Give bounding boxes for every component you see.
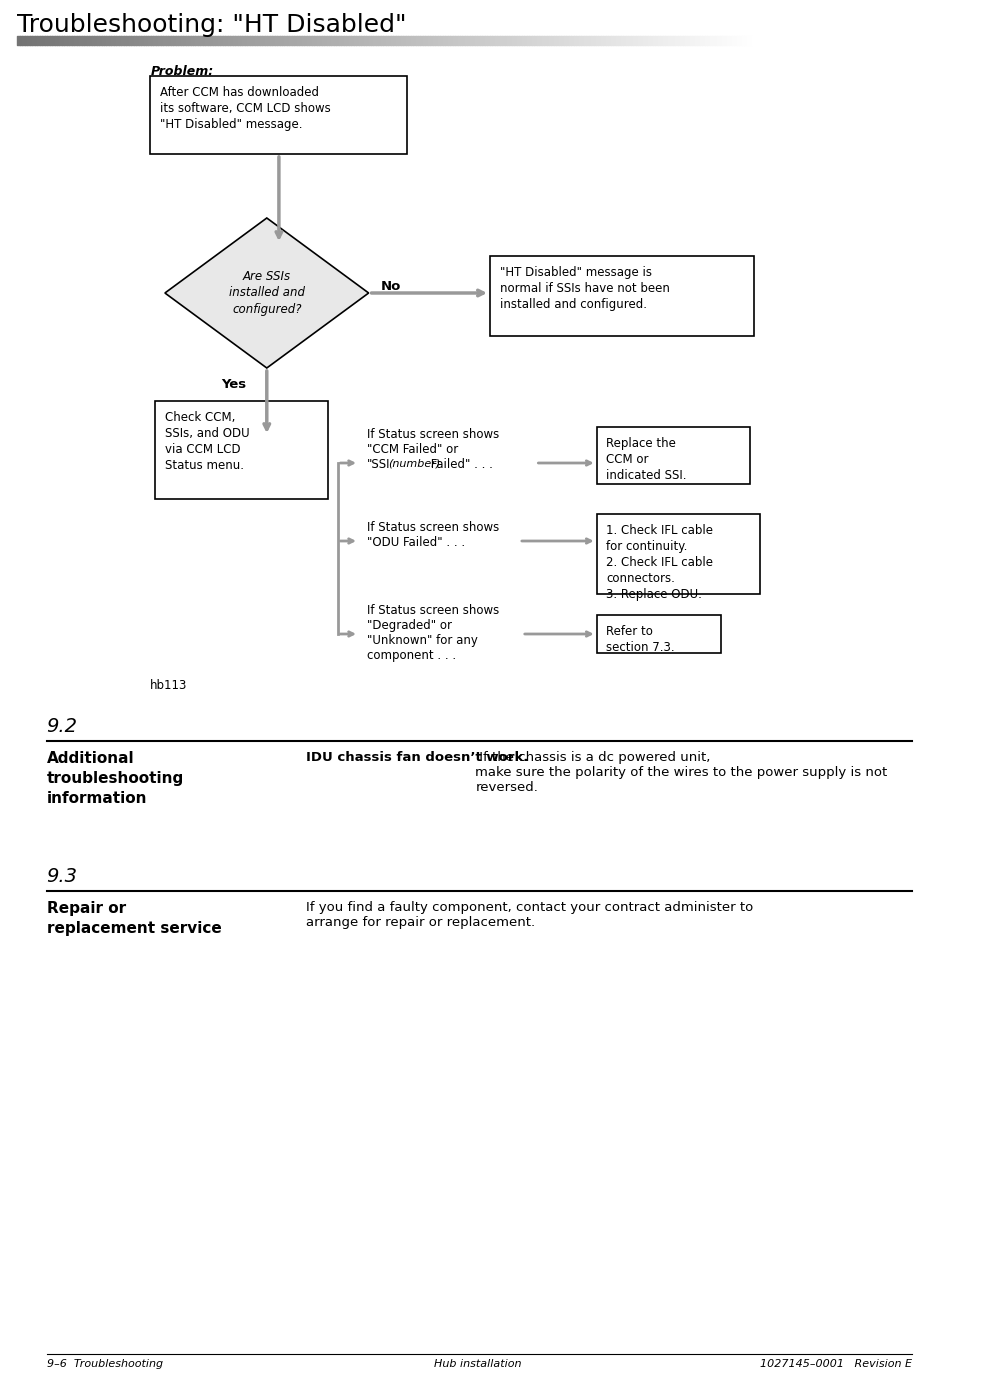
Text: 1. Check IFL cable
for continuity.
2. Check IFL cable
connectors.
3. Replace ODU: 1. Check IFL cable for continuity. 2. Ch…: [606, 524, 713, 601]
Text: IDU chassis fan doesn’t work.: IDU chassis fan doesn’t work.: [306, 751, 528, 764]
Text: If the chassis is a dc powered unit,
make sure the polarity of the wires to the : If the chassis is a dc powered unit, mak…: [475, 751, 888, 794]
Text: Refer to
section 7.3.: Refer to section 7.3.: [606, 625, 675, 654]
Text: Yes: Yes: [221, 378, 246, 391]
FancyBboxPatch shape: [596, 615, 721, 652]
Text: 1027145–0001   Revision E: 1027145–0001 Revision E: [760, 1359, 912, 1369]
Text: 9.3: 9.3: [46, 867, 78, 886]
Text: If Status screen shows: If Status screen shows: [367, 428, 499, 441]
Text: "SSI: "SSI: [367, 459, 391, 472]
Text: Troubleshooting: "HT Disabled": Troubleshooting: "HT Disabled": [18, 13, 407, 38]
Text: Repair or
replacement service: Repair or replacement service: [46, 901, 221, 936]
Text: Additional
troubleshooting
information: Additional troubleshooting information: [46, 751, 184, 805]
FancyBboxPatch shape: [596, 427, 750, 484]
FancyBboxPatch shape: [490, 256, 754, 337]
Text: After CCM has downloaded
its software, CCM LCD shows
"HT Disabled" message.: After CCM has downloaded its software, C…: [160, 86, 331, 131]
Text: If Status screen shows
"Degraded" or
"Unknown" for any
component . . .: If Status screen shows "Degraded" or "Un…: [367, 604, 499, 662]
Text: Are SSIs
installed and
configured?: Are SSIs installed and configured?: [229, 270, 305, 317]
Text: "HT Disabled" message is
normal if SSIs have not been
installed and configured.: "HT Disabled" message is normal if SSIs …: [500, 266, 669, 312]
Text: 9.2: 9.2: [46, 716, 78, 736]
Text: If Status screen shows
"ODU Failed" . . .: If Status screen shows "ODU Failed" . . …: [367, 522, 499, 549]
Text: (number): (number): [388, 459, 440, 469]
Polygon shape: [165, 218, 369, 369]
FancyBboxPatch shape: [596, 515, 760, 594]
FancyBboxPatch shape: [155, 401, 328, 499]
Text: Replace the
CCM or
indicated SSI.: Replace the CCM or indicated SSI.: [606, 437, 687, 483]
Text: No: No: [380, 281, 400, 294]
Text: Check CCM,
SSIs, and ODU
via CCM LCD
Status menu.: Check CCM, SSIs, and ODU via CCM LCD Sta…: [165, 410, 250, 472]
Text: 9–6  Troubleshooting: 9–6 Troubleshooting: [46, 1359, 162, 1369]
Text: If you find a faulty component, contact your contract administer to
arrange for : If you find a faulty component, contact …: [306, 901, 753, 929]
Text: Hub installation: Hub installation: [434, 1359, 522, 1369]
FancyBboxPatch shape: [151, 77, 407, 154]
Text: "CCM Failed" or: "CCM Failed" or: [367, 444, 458, 456]
Text: Failed" . . .: Failed" . . .: [427, 459, 493, 472]
Text: hb113: hb113: [151, 679, 188, 691]
Text: Problem:: Problem:: [151, 65, 214, 78]
